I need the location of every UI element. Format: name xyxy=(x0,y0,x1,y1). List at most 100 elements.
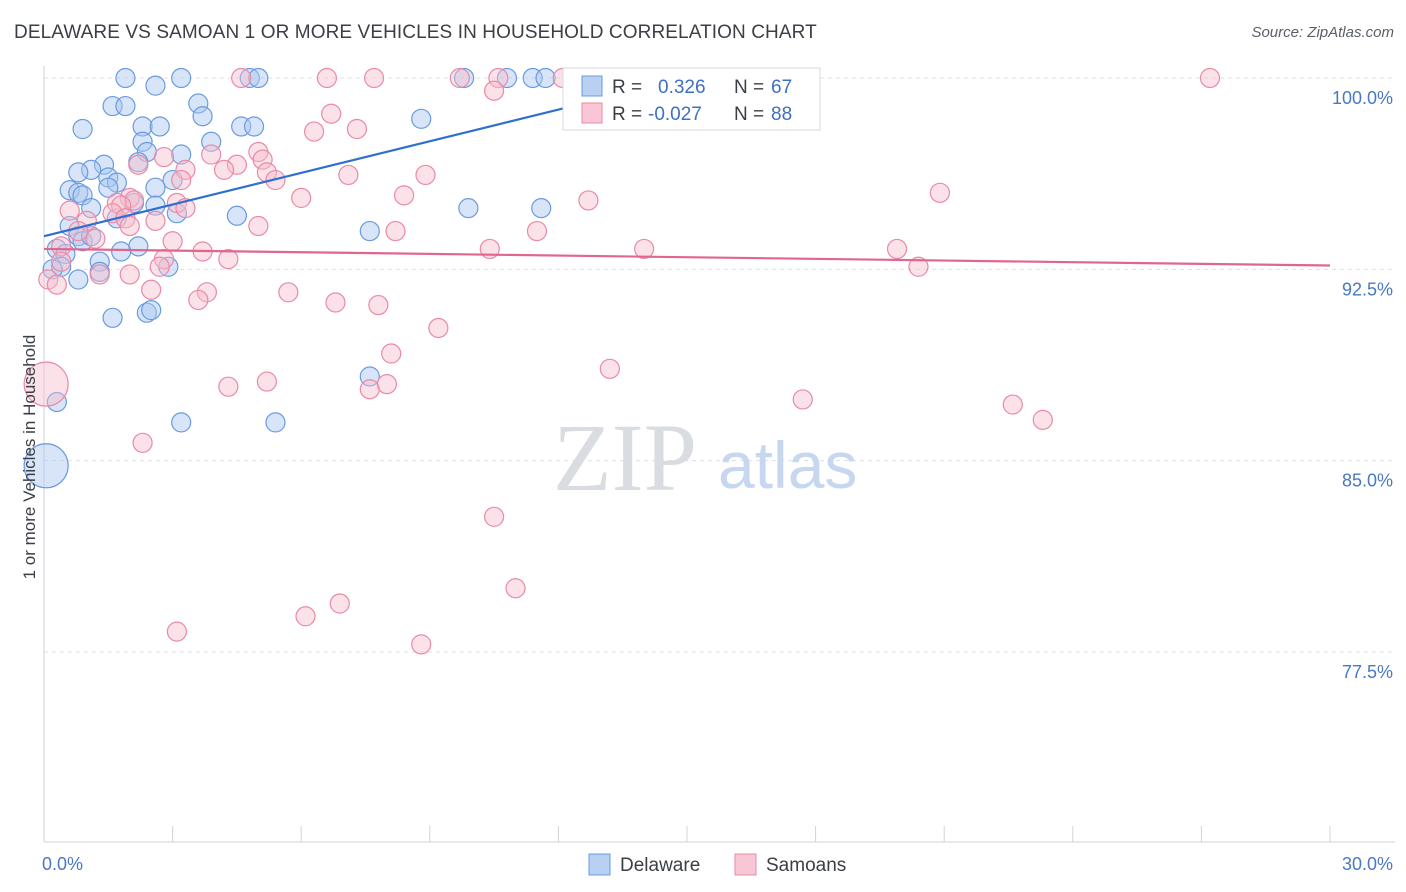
data-point[interactable] xyxy=(449,67,470,89)
data-point[interactable] xyxy=(265,412,286,433)
data-point[interactable] xyxy=(46,274,67,295)
data-point[interactable] xyxy=(128,154,149,175)
data-point[interactable] xyxy=(411,634,432,655)
data-point[interactable] xyxy=(175,159,196,180)
data-point[interactable] xyxy=(141,279,162,300)
data-point[interactable] xyxy=(505,578,526,599)
data-point[interactable] xyxy=(484,80,505,101)
data-point[interactable] xyxy=(115,95,136,117)
data-point[interactable] xyxy=(89,264,110,285)
data-point[interactable] xyxy=(171,412,192,433)
data-point[interactable] xyxy=(51,236,72,257)
data-point[interactable] xyxy=(93,154,115,175)
data-point[interactable] xyxy=(162,231,183,252)
data-point[interactable] xyxy=(226,205,247,226)
data-point[interactable] xyxy=(535,67,556,89)
data-point[interactable] xyxy=(908,256,929,277)
data-point[interactable] xyxy=(188,93,209,114)
data-point[interactable] xyxy=(111,195,132,216)
data-point[interactable] xyxy=(256,371,278,392)
data-point[interactable] xyxy=(792,389,813,410)
data-point[interactable] xyxy=(929,182,951,203)
data-point[interactable] xyxy=(484,506,505,527)
data-point[interactable] xyxy=(393,185,415,206)
data-point[interactable] xyxy=(295,606,316,627)
data-point[interactable] xyxy=(303,121,325,142)
data-point[interactable] xyxy=(119,264,140,285)
data-point[interactable] xyxy=(458,198,479,219)
data-point[interactable] xyxy=(132,131,153,152)
data-point[interactable] xyxy=(166,621,187,642)
data-point[interactable] xyxy=(145,210,166,231)
data-point[interactable] xyxy=(218,249,239,270)
data-point[interactable] xyxy=(46,391,67,413)
data-point[interactable] xyxy=(171,144,192,165)
data-point[interactable] xyxy=(381,343,402,364)
data-point[interactable] xyxy=(149,116,170,137)
data-point[interactable] xyxy=(23,361,69,407)
data-point[interactable] xyxy=(239,67,260,89)
data-point[interactable] xyxy=(316,67,338,89)
data-point[interactable] xyxy=(111,241,132,262)
data-point[interactable] xyxy=(359,220,380,242)
data-point[interactable] xyxy=(201,144,222,165)
data-point[interactable] xyxy=(346,118,368,140)
legend-item-delaware[interactable]: Delaware xyxy=(588,853,700,876)
data-point[interactable] xyxy=(72,118,93,140)
data-point[interactable] xyxy=(145,177,166,198)
data-point[interactable] xyxy=(599,358,620,379)
data-point[interactable] xyxy=(248,67,269,89)
data-point[interactable] xyxy=(132,116,153,137)
data-point[interactable] xyxy=(243,116,265,137)
data-point[interactable] xyxy=(51,251,72,272)
data-point[interactable] xyxy=(145,75,166,96)
data-point[interactable] xyxy=(329,593,350,614)
data-point[interactable] xyxy=(59,200,80,221)
data-point[interactable] xyxy=(192,106,213,127)
data-point[interactable] xyxy=(1002,394,1023,415)
data-point[interactable] xyxy=(428,317,449,339)
data-point[interactable] xyxy=(85,228,106,249)
data-point[interactable] xyxy=(218,376,239,397)
data-point[interactable] xyxy=(321,103,342,124)
data-point[interactable] xyxy=(81,198,102,219)
data-point[interactable] xyxy=(213,159,235,180)
data-point[interactable] xyxy=(363,67,385,89)
data-point[interactable] xyxy=(338,164,359,186)
data-point[interactable] xyxy=(578,190,599,211)
data-point[interactable] xyxy=(226,154,247,175)
data-point[interactable] xyxy=(188,289,209,311)
data-point[interactable] xyxy=(359,379,380,400)
data-point[interactable] xyxy=(248,215,269,237)
data-point[interactable] xyxy=(123,190,145,211)
data-point[interactable] xyxy=(141,300,162,321)
data-point[interactable] xyxy=(368,294,389,316)
data-point[interactable] xyxy=(531,198,552,219)
data-point[interactable] xyxy=(68,162,89,183)
data-point[interactable] xyxy=(488,67,509,89)
data-point[interactable] xyxy=(171,169,192,191)
data-point[interactable] xyxy=(385,220,406,242)
data-point[interactable] xyxy=(231,67,252,89)
data-point[interactable] xyxy=(119,215,140,237)
data-point[interactable] xyxy=(1032,409,1053,430)
data-point[interactable] xyxy=(1199,67,1221,89)
data-point[interactable] xyxy=(325,292,346,313)
data-point[interactable] xyxy=(415,164,436,186)
data-point[interactable] xyxy=(376,374,398,395)
data-point[interactable] xyxy=(81,159,102,180)
data-point[interactable] xyxy=(171,67,192,89)
data-point[interactable] xyxy=(411,108,432,129)
data-point[interactable] xyxy=(132,432,153,453)
data-point[interactable] xyxy=(196,282,217,303)
data-point[interactable] xyxy=(68,220,89,242)
data-point[interactable] xyxy=(453,67,475,89)
data-point[interactable] xyxy=(496,67,518,89)
data-point[interactable] xyxy=(278,282,299,303)
data-point[interactable] xyxy=(115,67,136,89)
data-point[interactable] xyxy=(98,177,119,198)
data-point[interactable] xyxy=(149,256,170,277)
data-point[interactable] xyxy=(102,307,123,328)
data-point[interactable] xyxy=(42,259,63,280)
data-point[interactable] xyxy=(526,220,548,242)
